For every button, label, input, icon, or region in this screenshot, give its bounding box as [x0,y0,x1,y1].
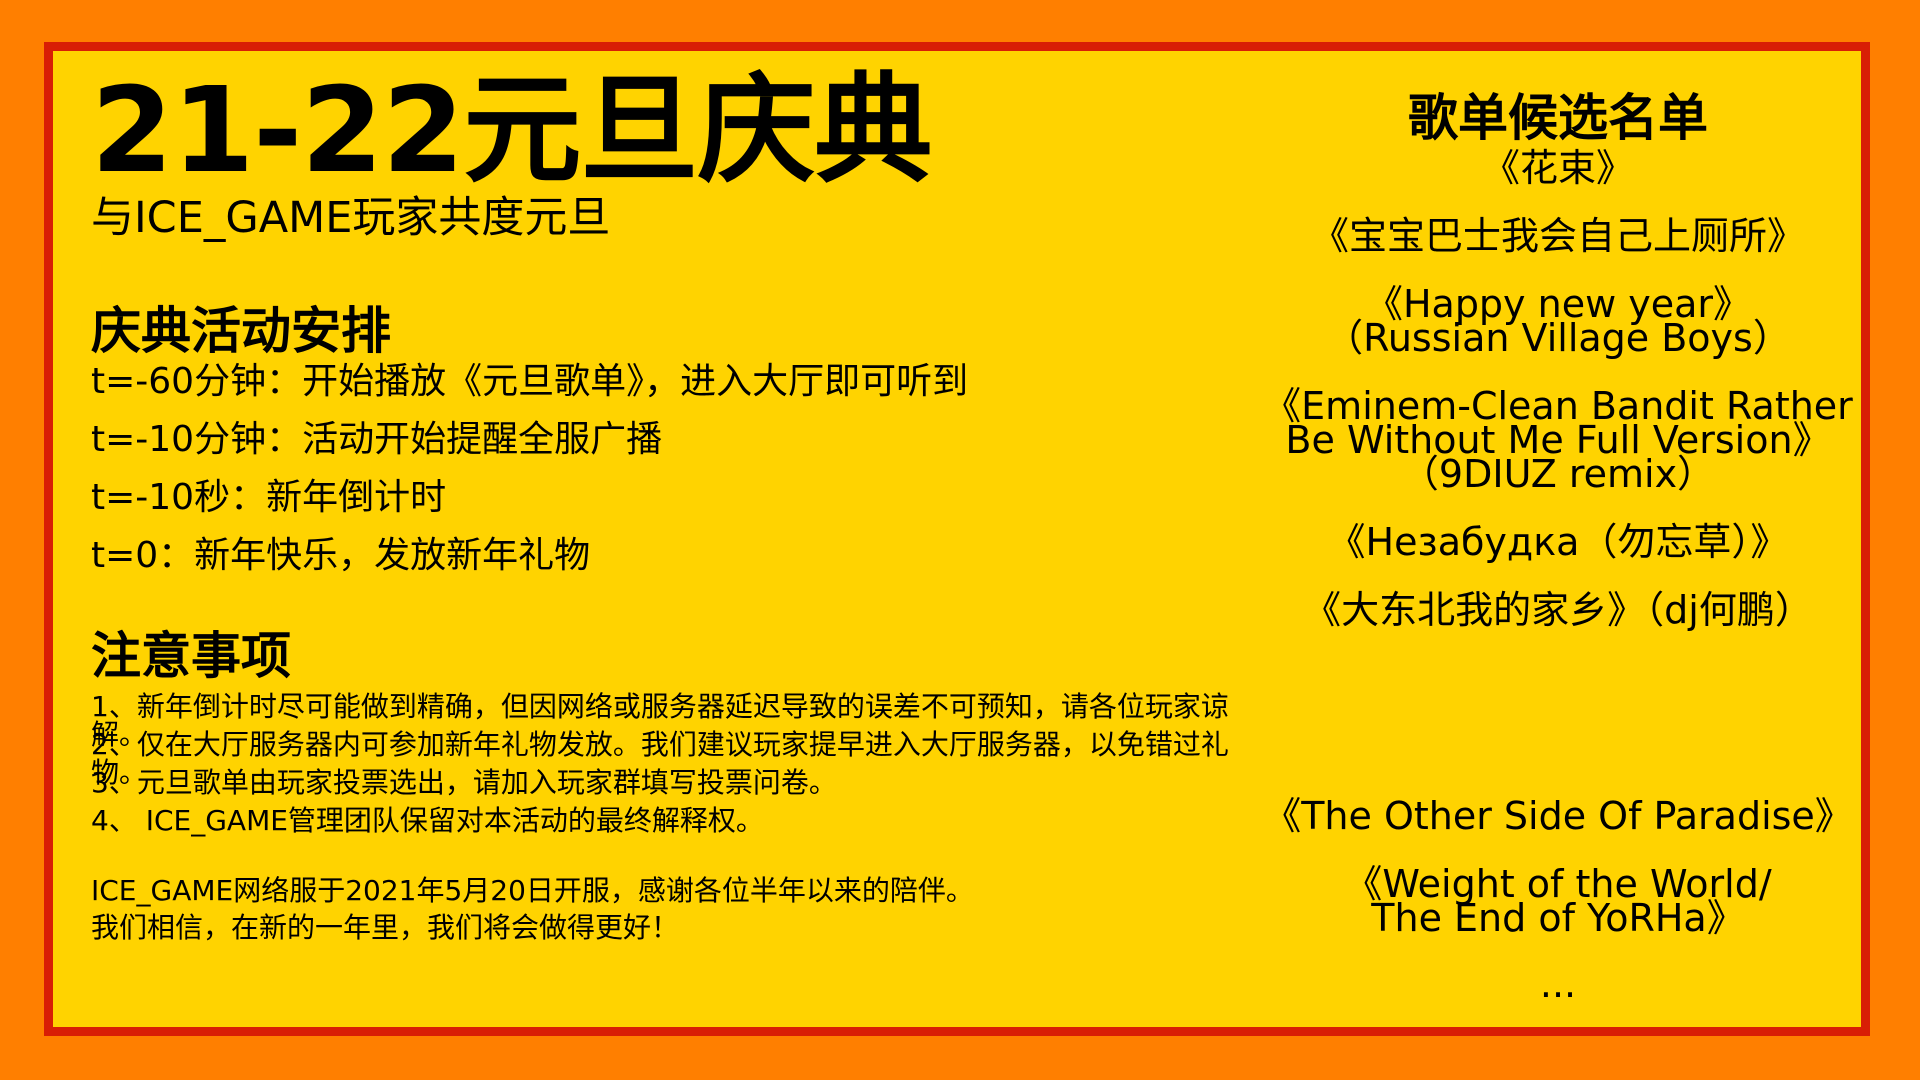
notes-heading: 注意事项 [91,627,291,685]
schedule-item: t=-10秒：新年倒计时 [91,477,447,518]
song-entry: 《Незабудка（勿忘草）》 [1243,520,1873,564]
song-entry: 《宝宝巴士我会自己上厕所》 [1243,214,1873,258]
note-item: 1、新年倒计时尽可能做到精确，但因网络或服务器延迟导致的误差不可预知，请各位玩家… [91,690,1229,751]
song-line: Be Without Me Full Version》 [1285,418,1831,462]
song-list-heading: 歌单候选名单 [1408,89,1708,147]
note-item: 2、仅在大厅服务器内可参加新年礼物发放。我们建议玩家提早进入大厅服务器，以免错过… [91,728,1229,789]
song-line: 《The Other Side Of Paradise》 [1263,794,1853,838]
song-line: 《Незабудка（勿忘草）》 [1327,520,1789,564]
poster-panel: 21-22元旦庆典 与ICE_GAME玩家共度元旦 庆典活动安排 t=-60分钟… [44,42,1870,1036]
footer-line: 我们相信，在新的一年里，我们将会做得更好！ [91,911,680,944]
song-line: 《Happy new year》 [1364,282,1752,326]
song-entry: 《花束》 [1243,146,1873,190]
schedule-item: t=-10分钟：活动开始提醒全服广播 [91,419,663,460]
song-line: 《大东北我的家乡》（dj何鹏） [1303,588,1813,632]
song-line: 《花束》 [1481,146,1634,190]
song-line: 《宝宝巴士我会自己上厕所》 [1310,214,1805,258]
song-line: （Russian Village Boys） [1325,316,1791,360]
song-entry: 《大东北我的家乡》（dj何鹏） [1243,588,1873,632]
song-line: 《Weight of the World/ [1344,862,1772,906]
song-entry: 《The Other Side Of Paradise》 [1243,794,1873,838]
schedule-heading: 庆典活动安排 [91,302,391,360]
footer-line: ICE_GAME网络服于2021年5月20日开服，感谢各位半年以来的陪伴。 [91,874,974,907]
note-item: 4、 ICE_GAME管理团队保留对本活动的最终解释权。 [91,804,764,837]
schedule-item: t=-60分钟：开始播放《元旦歌单》，进入大厅即可听到 [91,361,969,402]
song-line: The End of YoRHa》 [1371,896,1745,940]
song-entry: 《Happy new year》 （Russian Village Boys） [1243,282,1873,360]
event-subtitle: 与ICE_GAME玩家共度元旦 [91,193,611,243]
event-title: 21-22元旦庆典 [91,61,932,199]
song-line: （9DIUZ remix） [1400,452,1716,496]
song-entry: 《Eminem-Clean Bandit Rather Be Without M… [1243,384,1873,496]
song-list-ellipsis: ... [1539,962,1577,1006]
note-item: 3、元旦歌单由玩家投票选出，请加入玩家群填写投票问卷。 [91,766,837,799]
song-line: 《Eminem-Clean Bandit Rather [1263,384,1853,428]
schedule-item: t=0：新年快乐，发放新年礼物 [91,535,591,576]
song-entry: 《Weight of the World/ The End of YoRHa》 [1243,862,1873,940]
